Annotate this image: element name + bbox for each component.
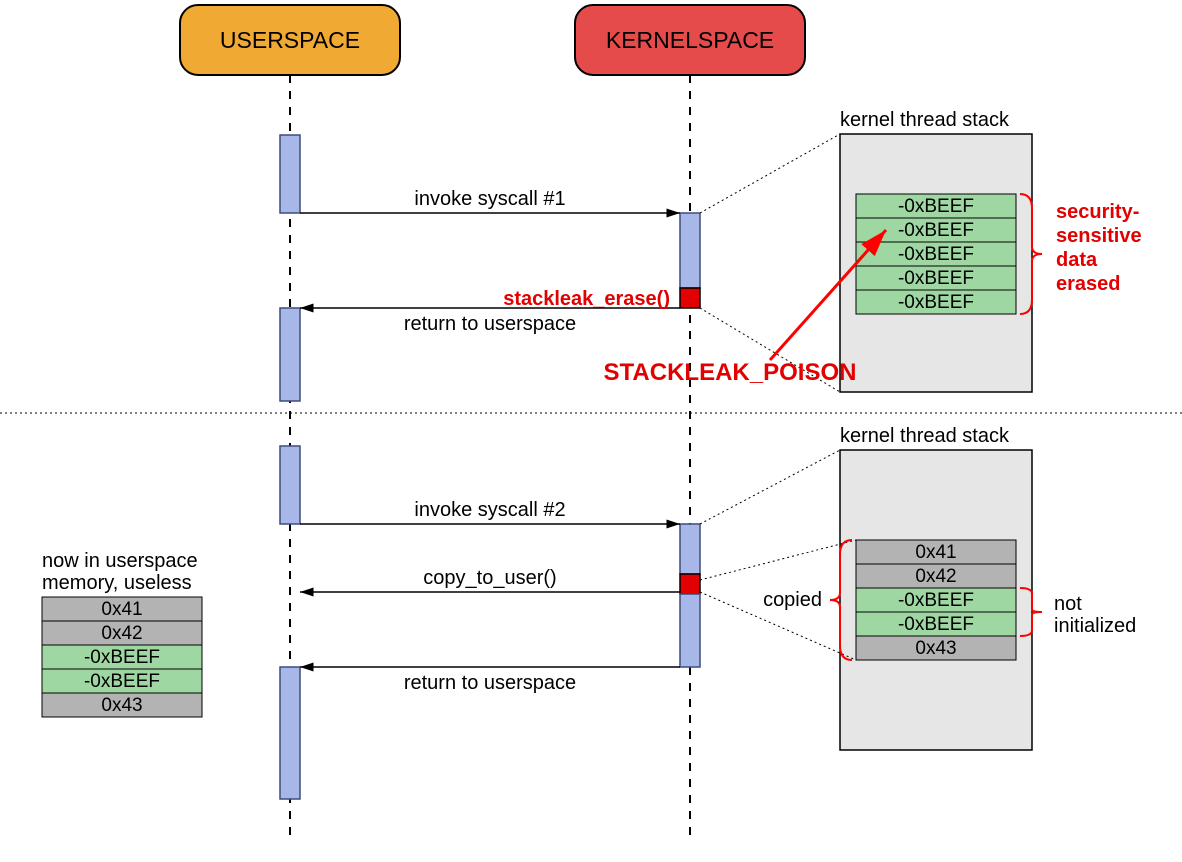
p1-stack-cell-label: -0xBEEF: [898, 196, 974, 217]
userspace-label: USERSPACE: [220, 27, 360, 53]
p2-connector-top: [700, 450, 840, 524]
p1-stackleak-erase-block: [680, 288, 700, 308]
p1-stack-title: kernel thread stack: [840, 109, 1010, 131]
stackleak-poison-label: STACKLEAK_POISON: [604, 359, 857, 386]
user-mem-label-1: now in userspace: [42, 550, 198, 572]
erased-label: data: [1056, 249, 1098, 271]
p2-stack-cell-label: 0x41: [915, 542, 956, 563]
not-initialized-label: not: [1054, 593, 1082, 615]
user-stack-cell-label: -0xBEEF: [84, 647, 160, 668]
p1-stack-cell-label: -0xBEEF: [898, 220, 974, 241]
user-stack-cell-label: 0x42: [101, 623, 142, 644]
p1-return-label: return to userspace: [404, 313, 576, 335]
p1-stack-cell-label: -0xBEEF: [898, 268, 974, 289]
p1-stack-cell-label: -0xBEEF: [898, 244, 974, 265]
p2-stack-cell-label: -0xBEEF: [898, 590, 974, 611]
stackleak-erase-label: stackleak_erase(): [503, 288, 670, 310]
p2-copy-label: copy_to_user(): [423, 567, 556, 589]
user-stack-cell-label: 0x43: [101, 695, 142, 716]
p2-stack-cell-label: -0xBEEF: [898, 614, 974, 635]
copied-label: copied: [763, 589, 822, 611]
stackleak-diagram: USERSPACE KERNELSPACE invoke syscall #1 ret…: [0, 0, 1182, 862]
p1-stack-cell-label: -0xBEEF: [898, 292, 974, 313]
p2-stack-cell-label: 0x43: [915, 638, 956, 659]
p2-user-bar2: [280, 667, 300, 799]
erased-label: sensitive: [1056, 225, 1142, 247]
p2-kernel-bar-bot: [680, 594, 700, 667]
p2-stack-title: kernel thread stack: [840, 425, 1010, 447]
p2-copy-block: [680, 574, 700, 594]
user-stack-cell-label: 0x41: [101, 599, 142, 620]
p1-invoke-label: invoke syscall #1: [414, 188, 565, 210]
p2-connector-mid1: [700, 540, 856, 580]
erased-label: erased: [1056, 273, 1121, 295]
p2-user-bar1: [280, 446, 300, 524]
user-mem-label-2: memory, useless: [42, 572, 192, 594]
p2-stack-cell-label: 0x42: [915, 566, 956, 587]
kernelspace-label: KERNELSPACE: [606, 27, 774, 53]
not-initialized-label: initialized: [1054, 615, 1136, 637]
p1-user-bar1: [280, 135, 300, 213]
p1-user-bar2: [280, 308, 300, 401]
p1-connector-top: [700, 134, 840, 213]
p2-kernel-bar-top: [680, 524, 700, 574]
user-stack-cell-label: -0xBEEF: [84, 671, 160, 692]
p2-invoke-label: invoke syscall #2: [414, 499, 565, 521]
erased-label: security-: [1056, 201, 1139, 223]
p2-return-label: return to userspace: [404, 672, 576, 694]
p1-kernel-bar: [680, 213, 700, 288]
